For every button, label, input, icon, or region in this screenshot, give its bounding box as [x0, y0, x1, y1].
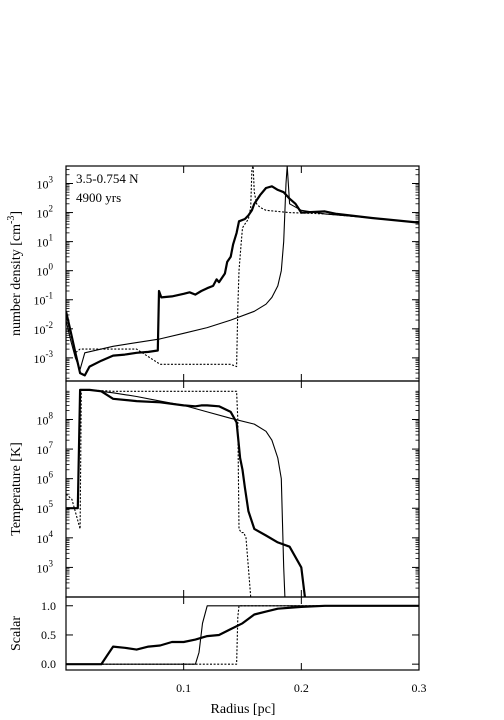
scalar-y-axis-label: Scalar: [9, 616, 24, 651]
temperature-y-tick-label: 108: [37, 410, 54, 427]
temperature-panel-frame: [65, 380, 420, 598]
temperature-y-tick-label: 104: [37, 529, 54, 546]
x-tick-label: 0.3: [412, 681, 427, 695]
density-y-label-main: number density [cm: [9, 224, 24, 336]
density-y-tick-label: 101: [37, 233, 54, 250]
density-y-label-close: ]: [9, 211, 24, 216]
temperature-series-thick-line: [66, 388, 306, 597]
temperature-panel: 103 104 105 106 107 108 Temperature [K]: [9, 380, 420, 598]
scalar-series-group: [66, 604, 419, 666]
density-series-dotted-line: [66, 166, 419, 368]
x-axis-label: Radius [pc]: [211, 702, 276, 717]
temperature-series-group: [66, 388, 306, 597]
temperature-series-dotted-line: [66, 389, 252, 597]
temperature-y-tick-label: 106: [37, 470, 54, 487]
density-y-tick-label: 10-2: [34, 320, 54, 337]
scalar-y-ticks: 0.0 0.5 1.0: [41, 597, 419, 671]
density-y-ticks: 10-3 10-2 10-1 100 101 102 103: [34, 165, 419, 381]
density-series-group: [66, 166, 419, 377]
run-label: 3.5-0.754 N: [76, 171, 139, 186]
density-y-axis-label: number density [cm-3]: [6, 211, 24, 336]
scalar-series-thick-line: [66, 604, 419, 666]
density-y-label-exponent: -3: [6, 216, 17, 224]
density-y-tick-label: 100: [37, 262, 54, 279]
scalar-panel: 0.0 0.5 1.0 0.1 0.2 0.3 Scalar Radius [pc]: [9, 596, 427, 717]
density-series-thin-line: [66, 166, 419, 370]
temperature-y-axis-label: Temperature [K]: [9, 442, 24, 535]
temperature-y-tick-label: 105: [37, 499, 54, 516]
density-y-tick-label: 103: [37, 174, 54, 191]
time-label: 4900 yrs: [76, 190, 121, 205]
scalar-y-tick-label: 0.5: [41, 628, 56, 642]
temperature-y-ticks: 103 104 105 106 107 108: [37, 380, 419, 597]
density-y-tick-label: 10-1: [34, 291, 54, 308]
temperature-y-tick-label: 103: [37, 558, 54, 575]
density-y-tick-label: 102: [37, 204, 54, 221]
density-series-thick-line: [66, 185, 419, 377]
density-panel: 10-3 10-2 10-1 100 101 102 103 3.5-0.754 N 490…: [6, 165, 420, 382]
temperature-series-thin-line: [66, 389, 286, 597]
scalar-y-tick-label: 1.0: [41, 599, 56, 613]
scalar-series-dotted-line: [66, 605, 419, 665]
x-axis-ticks: 0.1 0.2 0.3: [176, 681, 426, 695]
x-tick-label: 0.2: [294, 681, 309, 695]
x-tick-label: 0.1: [176, 681, 191, 695]
scalar-y-tick-label: 0.0: [41, 657, 56, 671]
scalar-panel-frame: [65, 596, 420, 671]
scalar-series-thin-line: [66, 605, 419, 665]
temperature-y-tick-label: 107: [37, 440, 54, 457]
density-y-tick-label: 10-3: [34, 349, 54, 366]
